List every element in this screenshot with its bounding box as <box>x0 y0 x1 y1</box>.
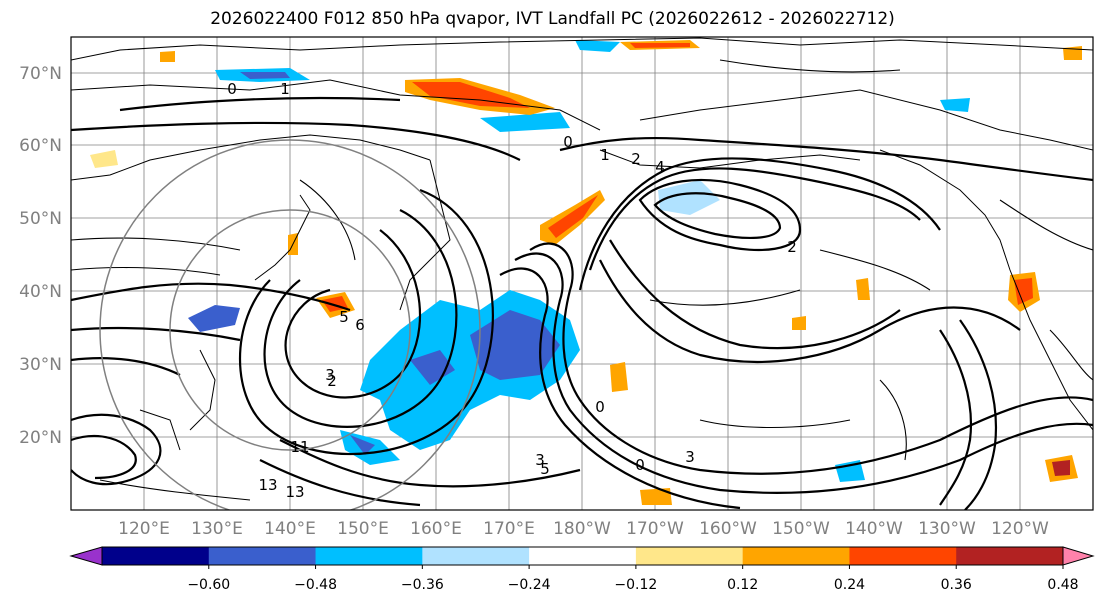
colorbar-tick-label: −0.24 <box>508 577 551 593</box>
contour-label: 4 <box>655 158 665 176</box>
colorbar-tick-label: 0.24 <box>834 577 865 593</box>
contour-label: 2 <box>787 238 797 256</box>
lon-label: 170°E <box>483 519 535 539</box>
lat-label: 30°N <box>19 355 62 375</box>
lon-label: 160°W <box>699 519 757 539</box>
map-frame <box>70 36 1094 511</box>
colorbar-tick-label: 0.36 <box>941 577 972 593</box>
contour-label: 2 <box>327 372 337 390</box>
coastlines <box>71 37 1093 451</box>
uncertainty-rings <box>99 139 481 510</box>
contour-label: 3 <box>535 451 545 469</box>
map-title: 2026022400 F012 850 hPa qvapor, IVT Land… <box>210 9 895 29</box>
contour-label: 3 <box>685 448 695 466</box>
colorbar-frame <box>101 546 1064 566</box>
lon-label: 140°W <box>845 519 903 539</box>
lon-label: 120°E <box>118 519 170 539</box>
colorbar-segment <box>529 547 637 565</box>
colorbar-segment <box>102 547 210 565</box>
colorbar-tick-label: −0.12 <box>614 577 657 593</box>
contour-label: 5 <box>540 460 550 478</box>
lat-label: 70°N <box>19 64 62 84</box>
colorbar-tick-label: −0.48 <box>294 577 337 593</box>
colorbar-tick-label: 0.12 <box>727 577 758 593</box>
ivt-contours-thin <box>71 59 1093 501</box>
colorbar-tick-label: 0.48 <box>1047 577 1078 593</box>
colorbar-segment <box>956 547 1064 565</box>
lat-label: 40°N <box>19 282 62 302</box>
contour-label: 13 <box>258 476 277 494</box>
colorbar-segment <box>208 547 317 565</box>
colorbar-segment <box>422 547 530 565</box>
colorbar-tick-label: −0.60 <box>187 577 230 593</box>
contour-label: 1 <box>600 146 610 164</box>
contour-label: 5 <box>339 308 349 326</box>
moisture-shading <box>90 40 1082 505</box>
contour-label: 0 <box>635 456 645 474</box>
colorbar-extend-high <box>1062 546 1095 566</box>
lat-label: 20°N <box>19 428 62 448</box>
lon-label: 130°E <box>191 519 243 539</box>
contour-label: 1 <box>280 80 290 98</box>
contour-label: 0 <box>227 80 237 98</box>
colorbar: −0.60 −0.48 −0.36 −0.24 −0.12 0.12 0.24 0.36 0.4… <box>69 546 1095 593</box>
longitude-labels: 120°E 130°E 140°E 150°E 160°E 170°E 180°W 170°W… <box>118 519 1049 539</box>
ivt-contours <box>71 96 1093 510</box>
colorbar-segment <box>635 547 744 565</box>
lon-label: 150°E <box>337 519 389 539</box>
latitude-labels: 70°N 60°N 50°N 40°N 30°N 20°N <box>19 64 62 448</box>
contour-label: 3 <box>325 366 335 384</box>
lon-label: 130°W <box>918 519 976 539</box>
colorbar-segment <box>315 547 423 565</box>
contour-label: 11 <box>290 438 309 456</box>
colorbar-segment <box>742 547 850 565</box>
lon-label: 170°W <box>626 519 684 539</box>
colorbar-extend-low <box>69 546 103 566</box>
lon-label: 140°E <box>264 519 316 539</box>
contour-label: 0 <box>563 133 573 151</box>
lon-label: 180°W <box>553 519 611 539</box>
contour-label: 0 <box>595 398 605 416</box>
lat-label: 60°N <box>19 136 62 156</box>
contour-label: 2 <box>631 150 641 168</box>
colorbar-tick-label: −0.36 <box>401 577 444 593</box>
lon-label: 160°E <box>410 519 462 539</box>
contour-label: 13 <box>285 483 304 501</box>
lat-label: 50°N <box>19 209 62 229</box>
lon-label: 150°W <box>772 519 830 539</box>
colorbar-segment <box>849 547 957 565</box>
grid-lines <box>71 37 1093 510</box>
contour-label: 6 <box>355 316 365 334</box>
lon-label: 120°W <box>991 519 1049 539</box>
